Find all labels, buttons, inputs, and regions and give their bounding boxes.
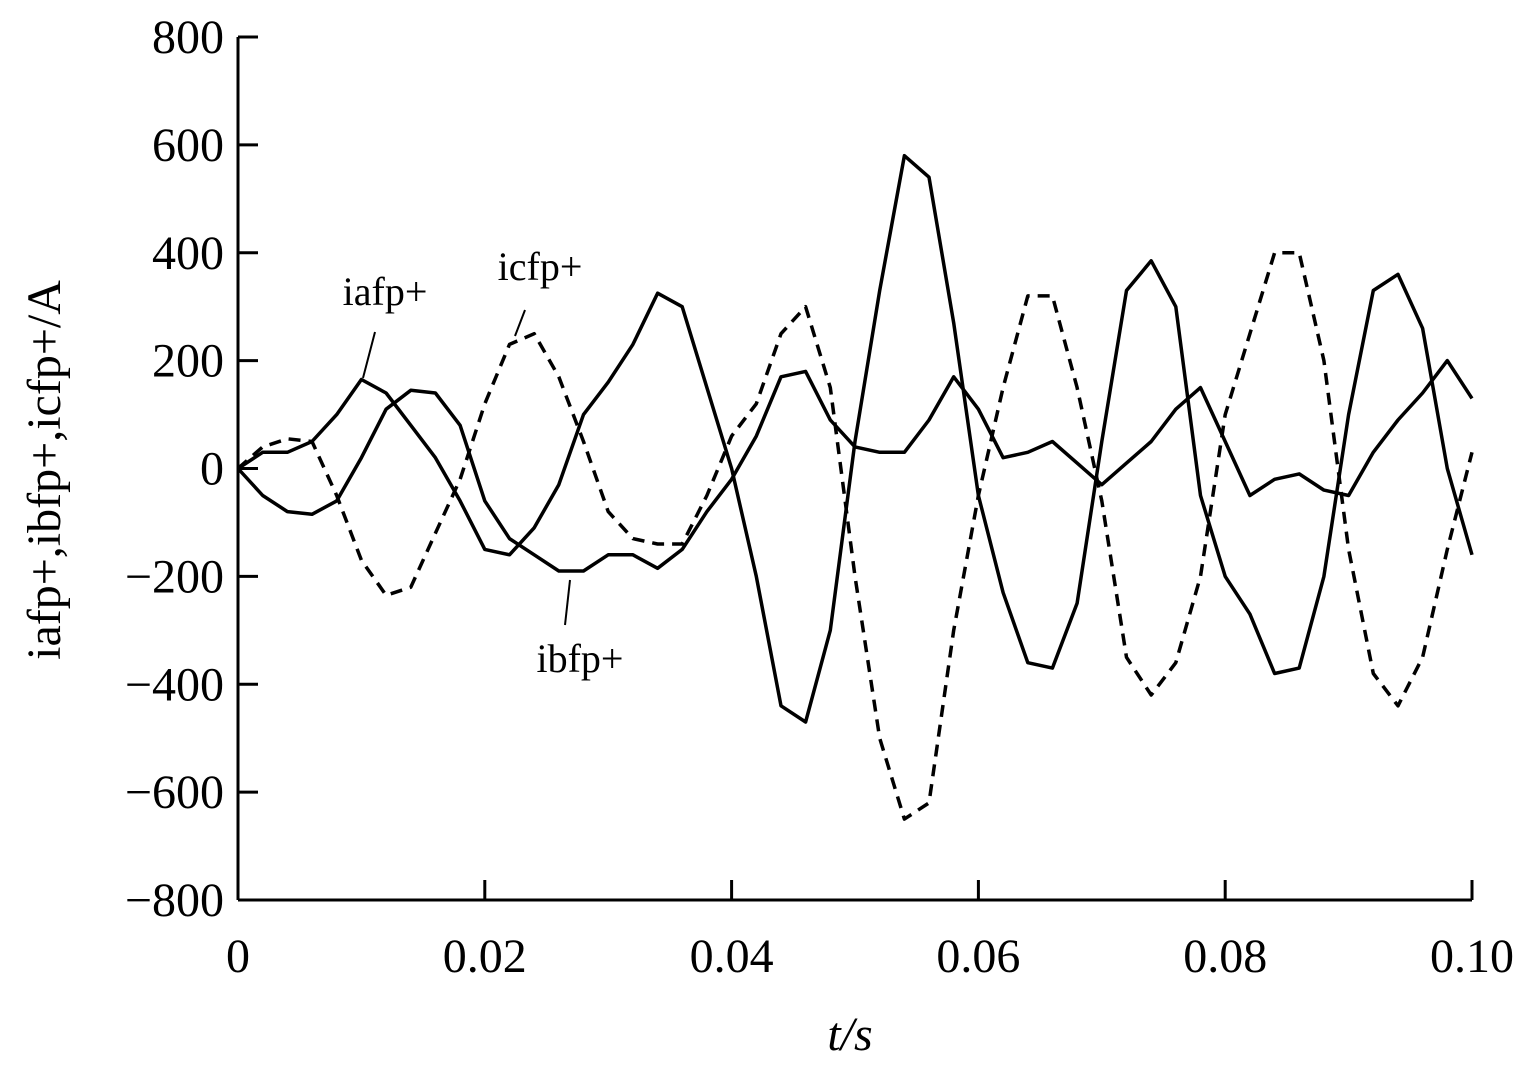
x-tick-label: 0.02: [443, 930, 527, 983]
y-tick-label: 600: [152, 119, 224, 172]
leader-line: [514, 309, 526, 337]
leader-line: [362, 331, 376, 379]
y-tick-label: −400: [125, 658, 224, 711]
series-annotation: ibfp+: [537, 636, 624, 681]
x-tick-label: 0.08: [1183, 930, 1267, 983]
x-tick-label: 0.04: [690, 930, 774, 983]
x-tick-label: 0.06: [936, 930, 1020, 983]
series-annotation: icfp+: [498, 244, 583, 289]
y-tick-label: 400: [152, 227, 224, 280]
series-line: [237, 153, 1474, 724]
y-tick-label: 800: [152, 11, 224, 64]
y-tick-label: 0: [200, 443, 224, 496]
y-tick-label: −800: [125, 874, 224, 927]
x-tick-label: 0.10: [1430, 930, 1514, 983]
series-line: [236, 358, 1474, 573]
leader-line: [564, 579, 571, 626]
y-tick-label: 200: [152, 335, 224, 388]
x-axis-label: t/s: [827, 1008, 872, 1061]
x-tick-label: 0: [226, 930, 250, 983]
y-axis-label: iafp+,ibfp+,icfp+/A: [18, 280, 71, 660]
series-line: [236, 251, 1474, 821]
y-tick-label: −200: [125, 550, 224, 603]
y-tick-label: −600: [125, 766, 224, 819]
series-annotation: iafp+: [343, 269, 428, 314]
